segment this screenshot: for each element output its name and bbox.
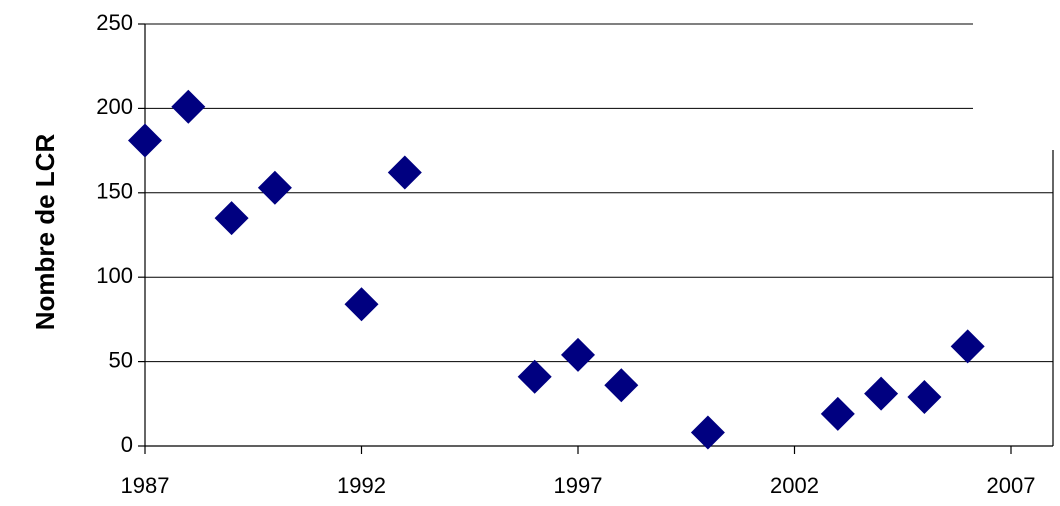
x-tick-label: 1997 bbox=[554, 473, 603, 498]
x-tick-label: 1992 bbox=[337, 473, 386, 498]
y-tick-label: 0 bbox=[121, 432, 133, 457]
y-tick-label: 200 bbox=[96, 94, 133, 119]
x-tick-label: 1987 bbox=[121, 473, 170, 498]
y-tick-label: 100 bbox=[96, 263, 133, 288]
data-points bbox=[128, 89, 985, 450]
data-point-2005 bbox=[907, 380, 942, 415]
data-point-2003 bbox=[820, 396, 855, 431]
data-point-1990 bbox=[257, 170, 292, 205]
y-axis-title: Nombre de LCR bbox=[30, 134, 60, 331]
y-tick-label: 150 bbox=[96, 179, 133, 204]
data-point-1998 bbox=[604, 368, 639, 403]
data-point-2000 bbox=[690, 415, 725, 450]
data-point-1987 bbox=[128, 123, 162, 158]
data-point-1988 bbox=[171, 89, 206, 124]
grid-lines bbox=[145, 23, 1053, 363]
y-tick-label: 250 bbox=[96, 10, 133, 35]
data-point-1997 bbox=[561, 337, 595, 372]
axes bbox=[138, 23, 1054, 454]
y-tick-label: 50 bbox=[109, 347, 133, 372]
data-point-1992 bbox=[344, 287, 379, 322]
data-point-1993 bbox=[387, 155, 422, 190]
tick-labels: 0 50 100 150 200 250 1987 1992 1997 2002 2007 bbox=[96, 10, 1035, 498]
data-point-2004 bbox=[864, 376, 899, 411]
data-point-2006 bbox=[950, 329, 985, 364]
x-tick-label: 2007 bbox=[987, 473, 1036, 498]
x-tick-label: 2002 bbox=[770, 473, 819, 498]
data-point-1989 bbox=[214, 201, 249, 236]
data-point-1996 bbox=[517, 359, 552, 394]
